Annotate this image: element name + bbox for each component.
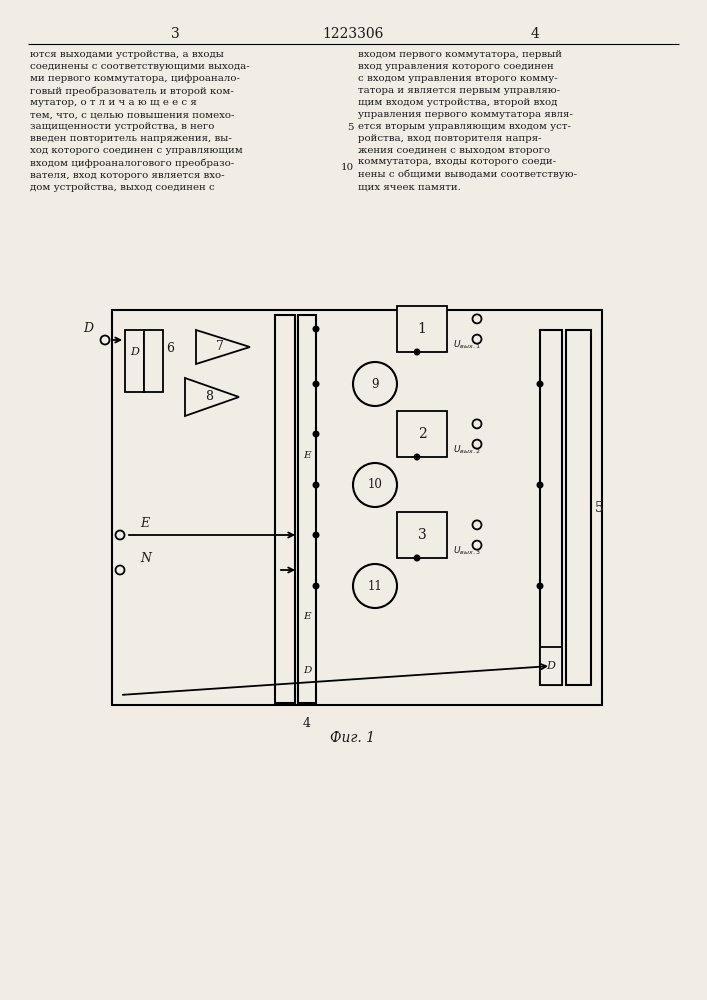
Circle shape (353, 564, 397, 608)
Text: D: D (83, 322, 93, 335)
Text: 9: 9 (371, 377, 379, 390)
Circle shape (537, 583, 543, 589)
Text: $U_{вых.1}$: $U_{вых.1}$ (453, 338, 481, 351)
Circle shape (353, 362, 397, 406)
Text: $U_{вых.2}$: $U_{вых.2}$ (453, 443, 481, 456)
Circle shape (472, 419, 481, 428)
Bar (397, 306, 447, 352)
Text: 10: 10 (368, 479, 382, 491)
Polygon shape (185, 378, 239, 416)
Text: D: D (130, 347, 139, 357)
Circle shape (472, 520, 481, 529)
Text: 8: 8 (205, 390, 214, 403)
Bar (298, 315, 316, 703)
Circle shape (414, 555, 420, 561)
Text: 2: 2 (418, 427, 426, 441)
Text: 11: 11 (368, 580, 382, 592)
Bar (275, 315, 295, 703)
Text: 3: 3 (418, 528, 426, 542)
Circle shape (472, 541, 481, 550)
Text: E: E (303, 450, 311, 460)
Text: N: N (140, 552, 151, 565)
Text: $U_{вых.3}$: $U_{вых.3}$ (453, 544, 481, 557)
Circle shape (313, 583, 319, 589)
Bar (540, 330, 562, 685)
Text: 5: 5 (595, 500, 604, 514)
Text: Фиг. 1: Фиг. 1 (330, 731, 375, 745)
Circle shape (313, 532, 319, 538)
Circle shape (414, 454, 420, 460)
Circle shape (472, 314, 481, 323)
Text: 5: 5 (348, 122, 354, 131)
Circle shape (313, 431, 319, 437)
Text: 4: 4 (303, 717, 311, 730)
Text: 6: 6 (166, 342, 174, 355)
Bar (566, 330, 591, 685)
Bar (144, 330, 163, 392)
Bar (397, 512, 447, 558)
Polygon shape (196, 330, 250, 364)
Circle shape (414, 349, 420, 355)
Circle shape (472, 335, 481, 344)
Bar (112, 310, 602, 705)
Circle shape (537, 381, 543, 387)
Circle shape (313, 326, 319, 332)
Circle shape (537, 482, 543, 488)
Text: E: E (303, 612, 311, 621)
Circle shape (100, 336, 110, 344)
Circle shape (313, 482, 319, 488)
Bar (540, 647, 562, 685)
Text: ются выходами устройства, а входы
соединены с соответствующими выхода-
ми первог: ются выходами устройства, а входы соедин… (30, 50, 250, 192)
Text: 3: 3 (170, 27, 180, 41)
Text: 10: 10 (341, 162, 354, 172)
Circle shape (115, 530, 124, 540)
Text: 1223306: 1223306 (322, 27, 384, 41)
Text: 7: 7 (216, 340, 224, 353)
Text: E: E (140, 517, 149, 530)
Circle shape (313, 381, 319, 387)
Text: 1: 1 (418, 322, 426, 336)
Circle shape (353, 463, 397, 507)
Circle shape (472, 440, 481, 449)
Text: D: D (547, 661, 556, 671)
Bar (397, 411, 447, 457)
Circle shape (115, 566, 124, 574)
Bar (125, 330, 144, 392)
Text: 4: 4 (530, 27, 539, 41)
Text: входом первого коммутатора, первый
вход управления которого соединен
с входом уп: входом первого коммутатора, первый вход … (358, 50, 577, 191)
Text: D: D (303, 666, 311, 675)
